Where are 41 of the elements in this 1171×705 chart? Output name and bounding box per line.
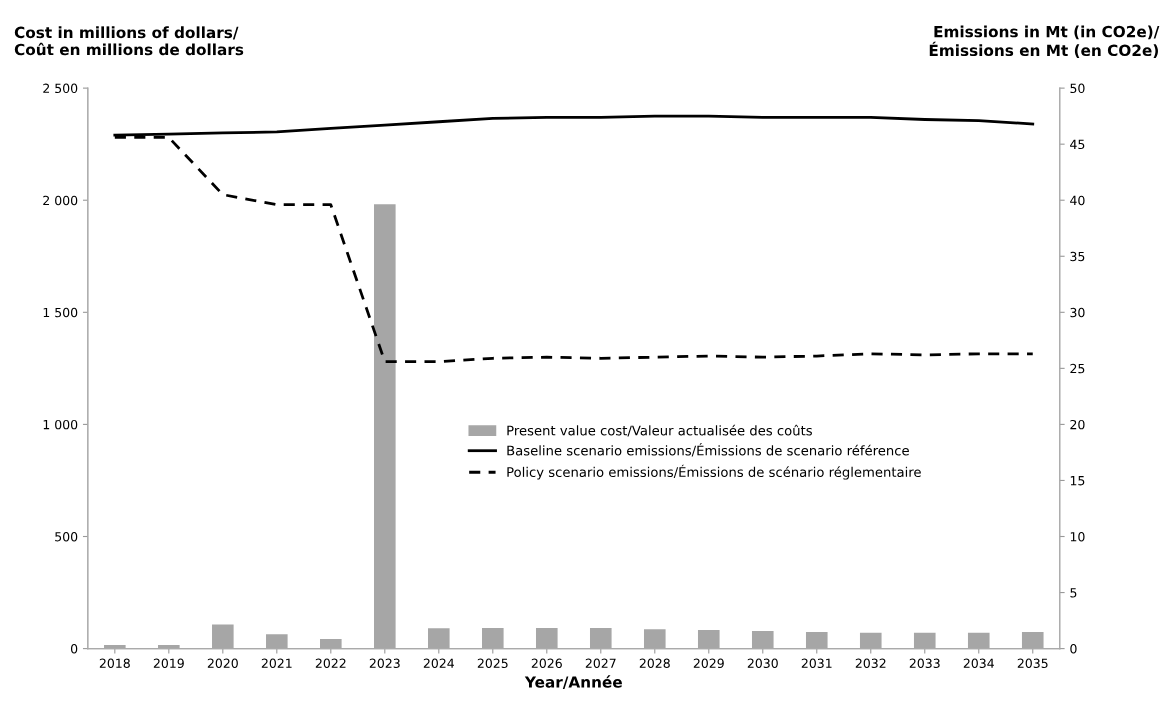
x-tick-label: 2029 (693, 658, 724, 668)
x-tick-label: 2030 (747, 658, 778, 668)
y2-tick-label: 10 (1070, 531, 1085, 542)
y-tick-label: 2 000 (43, 195, 78, 206)
y2-tick-label: 15 (1070, 476, 1085, 486)
legend-label: Baseline scenario emissions/Émissions de scenario référence (507, 443, 909, 457)
x-tick-label: 2028 (639, 658, 670, 668)
y2-tick-label: 20 (1070, 419, 1085, 430)
x-tick-label: 2018 (99, 658, 130, 668)
x-tick-label: 2027 (585, 658, 616, 668)
legend-label: Policy scenario emissions/Émissions de scénario réglementaire (507, 464, 921, 480)
x-tick-label: 2032 (855, 658, 886, 668)
y2-tick-label: 30 (1070, 307, 1085, 318)
x-tick-label: 2021 (261, 658, 292, 668)
y-tick-label: 2 500 (43, 83, 78, 94)
y-axis-title: Cost in millions of dollars/ Coût en millions de dollars (14, 26, 244, 56)
y-tick-label: 1 000 (43, 419, 78, 430)
y2-axis-title: Emissions in Mt (in CO2e)/ Émissions en Mt (en CO2e) (929, 25, 1160, 58)
y2-tick-label: 50 (1070, 83, 1085, 94)
x-axis-title: Year/Année (524, 675, 622, 689)
y2-tick-label: 35 (1070, 251, 1085, 262)
x-tick-label: 2034 (963, 658, 994, 668)
x-tick-label: 2025 (477, 658, 508, 668)
y2-tick-label: 0 (1070, 644, 1077, 654)
y-tick-label: 500 (55, 531, 78, 542)
x-tick-label: 2035 (1017, 658, 1048, 668)
x-tick-label: 2024 (423, 658, 454, 668)
x-tick-label: 2022 (315, 658, 346, 668)
y2-tick-label: 5 (1070, 588, 1077, 598)
y2-tick-label: 45 (1070, 139, 1085, 150)
x-tick-label: 2031 (801, 658, 832, 668)
y-tick-label: 0 (70, 644, 78, 654)
x-tick-label: 2023 (369, 658, 400, 668)
x-tick-label: 2019 (153, 658, 184, 668)
x-tick-label: 2026 (531, 658, 562, 668)
legend-label: Present value cost/Valeur actualisée des coûts (507, 424, 812, 437)
x-tick-label: 2033 (909, 658, 940, 668)
y2-tick-label: 40 (1070, 195, 1085, 206)
y2-tick-label: 25 (1070, 363, 1085, 374)
x-tick-label: 2020 (207, 658, 238, 668)
y-tick-label: 1 500 (43, 307, 78, 318)
